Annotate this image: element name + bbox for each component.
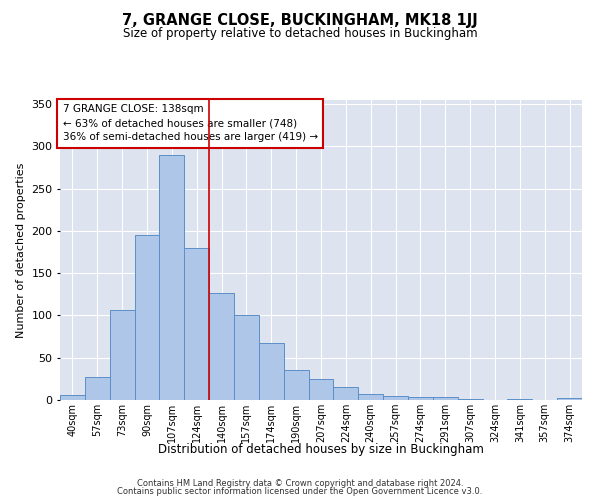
Bar <box>557 398 582 400</box>
Bar <box>60 395 85 400</box>
Text: Distribution of detached houses by size in Buckingham: Distribution of detached houses by size … <box>158 442 484 456</box>
Bar <box>358 394 383 400</box>
Bar <box>284 370 308 400</box>
Bar <box>383 396 408 400</box>
Bar <box>184 248 209 400</box>
Y-axis label: Number of detached properties: Number of detached properties <box>16 162 26 338</box>
Bar <box>85 377 110 400</box>
Text: 7, GRANGE CLOSE, BUCKINGHAM, MK18 1JJ: 7, GRANGE CLOSE, BUCKINGHAM, MK18 1JJ <box>122 12 478 28</box>
Bar <box>458 399 482 400</box>
Bar <box>334 388 358 400</box>
Bar <box>259 344 284 400</box>
Bar <box>508 399 532 400</box>
Bar <box>408 398 433 400</box>
Text: Contains public sector information licensed under the Open Government Licence v3: Contains public sector information licen… <box>118 487 482 496</box>
Text: Contains HM Land Registry data © Crown copyright and database right 2024.: Contains HM Land Registry data © Crown c… <box>137 478 463 488</box>
Text: 7 GRANGE CLOSE: 138sqm
← 63% of detached houses are smaller (748)
36% of semi-de: 7 GRANGE CLOSE: 138sqm ← 63% of detached… <box>62 104 318 142</box>
Bar <box>160 155 184 400</box>
Bar <box>209 292 234 400</box>
Bar <box>110 310 134 400</box>
Text: Size of property relative to detached houses in Buckingham: Size of property relative to detached ho… <box>122 28 478 40</box>
Bar <box>433 398 458 400</box>
Bar <box>308 379 334 400</box>
Bar <box>134 235 160 400</box>
Bar <box>234 316 259 400</box>
